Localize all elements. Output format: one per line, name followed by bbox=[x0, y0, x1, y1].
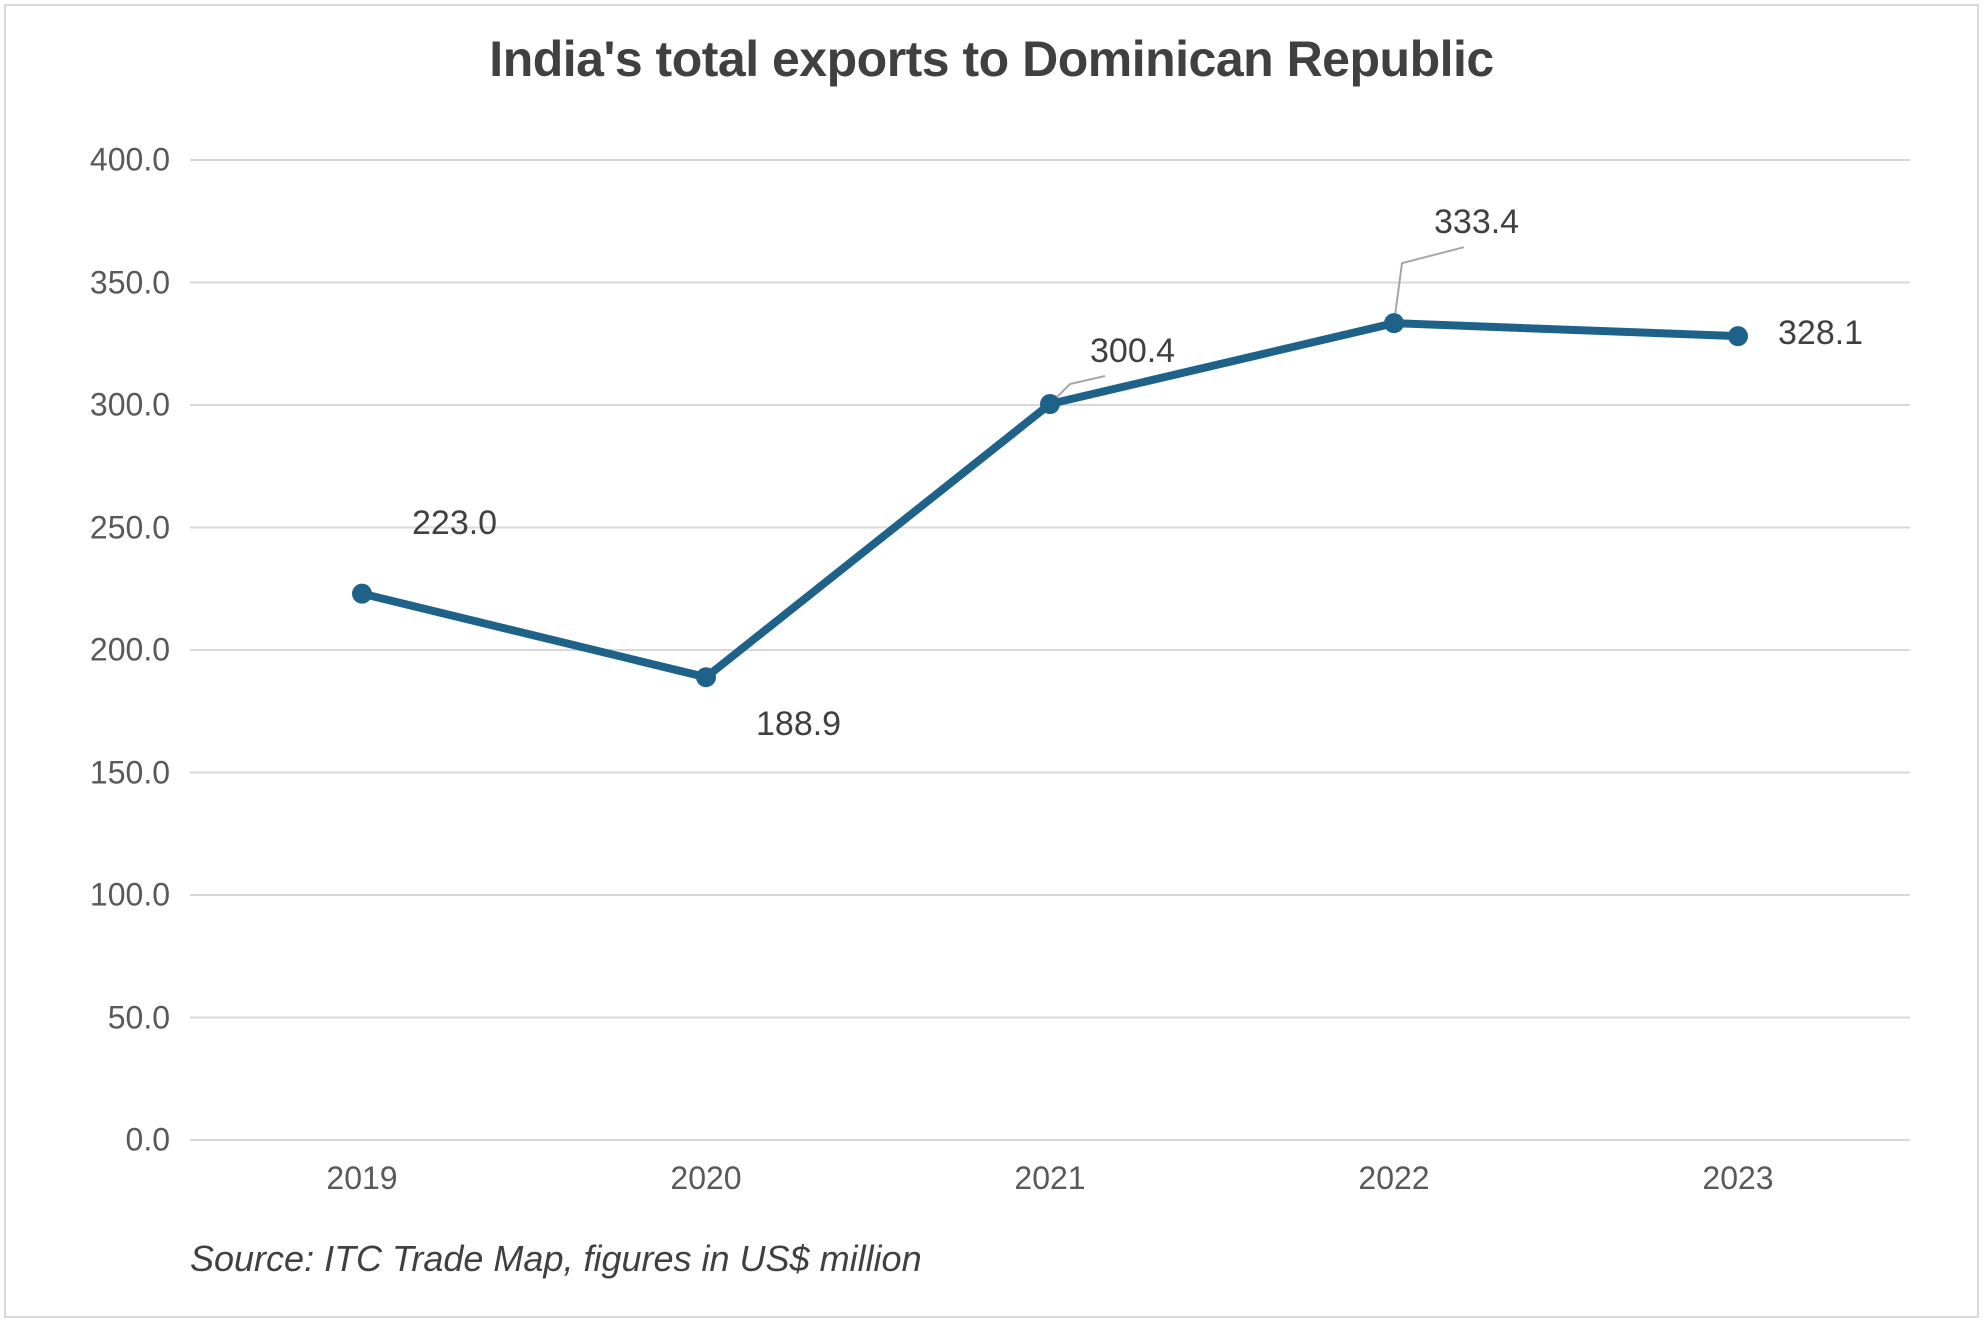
x-tick-label: 2021 bbox=[1014, 1160, 1085, 1197]
y-tick-label: 350.0 bbox=[90, 264, 170, 301]
data-label: 333.4 bbox=[1434, 203, 1519, 242]
data-label: 300.4 bbox=[1090, 332, 1175, 371]
y-tick-label: 400.0 bbox=[90, 142, 170, 179]
x-tick-label: 2019 bbox=[326, 1160, 397, 1197]
y-tick-label: 300.0 bbox=[90, 387, 170, 424]
y-tick-label: 150.0 bbox=[90, 754, 170, 791]
y-tick-label: 200.0 bbox=[90, 632, 170, 669]
y-tick-label: 250.0 bbox=[90, 509, 170, 546]
y-tick-label: 100.0 bbox=[90, 877, 170, 914]
x-tick-label: 2023 bbox=[1702, 1160, 1773, 1197]
x-tick-label: 2020 bbox=[670, 1160, 741, 1197]
x-tick-label: 2022 bbox=[1358, 1160, 1429, 1197]
data-label: 223.0 bbox=[412, 504, 497, 543]
chart-container: India's total exports to Dominican Repub… bbox=[0, 0, 1983, 1322]
data-label: 188.9 bbox=[756, 705, 841, 744]
data-label: 328.1 bbox=[1778, 314, 1863, 353]
line-chart-svg bbox=[0, 0, 1983, 1322]
source-note: Source: ITC Trade Map, figures in US$ mi… bbox=[190, 1238, 922, 1280]
y-tick-label: 0.0 bbox=[126, 1122, 170, 1159]
y-tick-label: 50.0 bbox=[108, 999, 170, 1036]
